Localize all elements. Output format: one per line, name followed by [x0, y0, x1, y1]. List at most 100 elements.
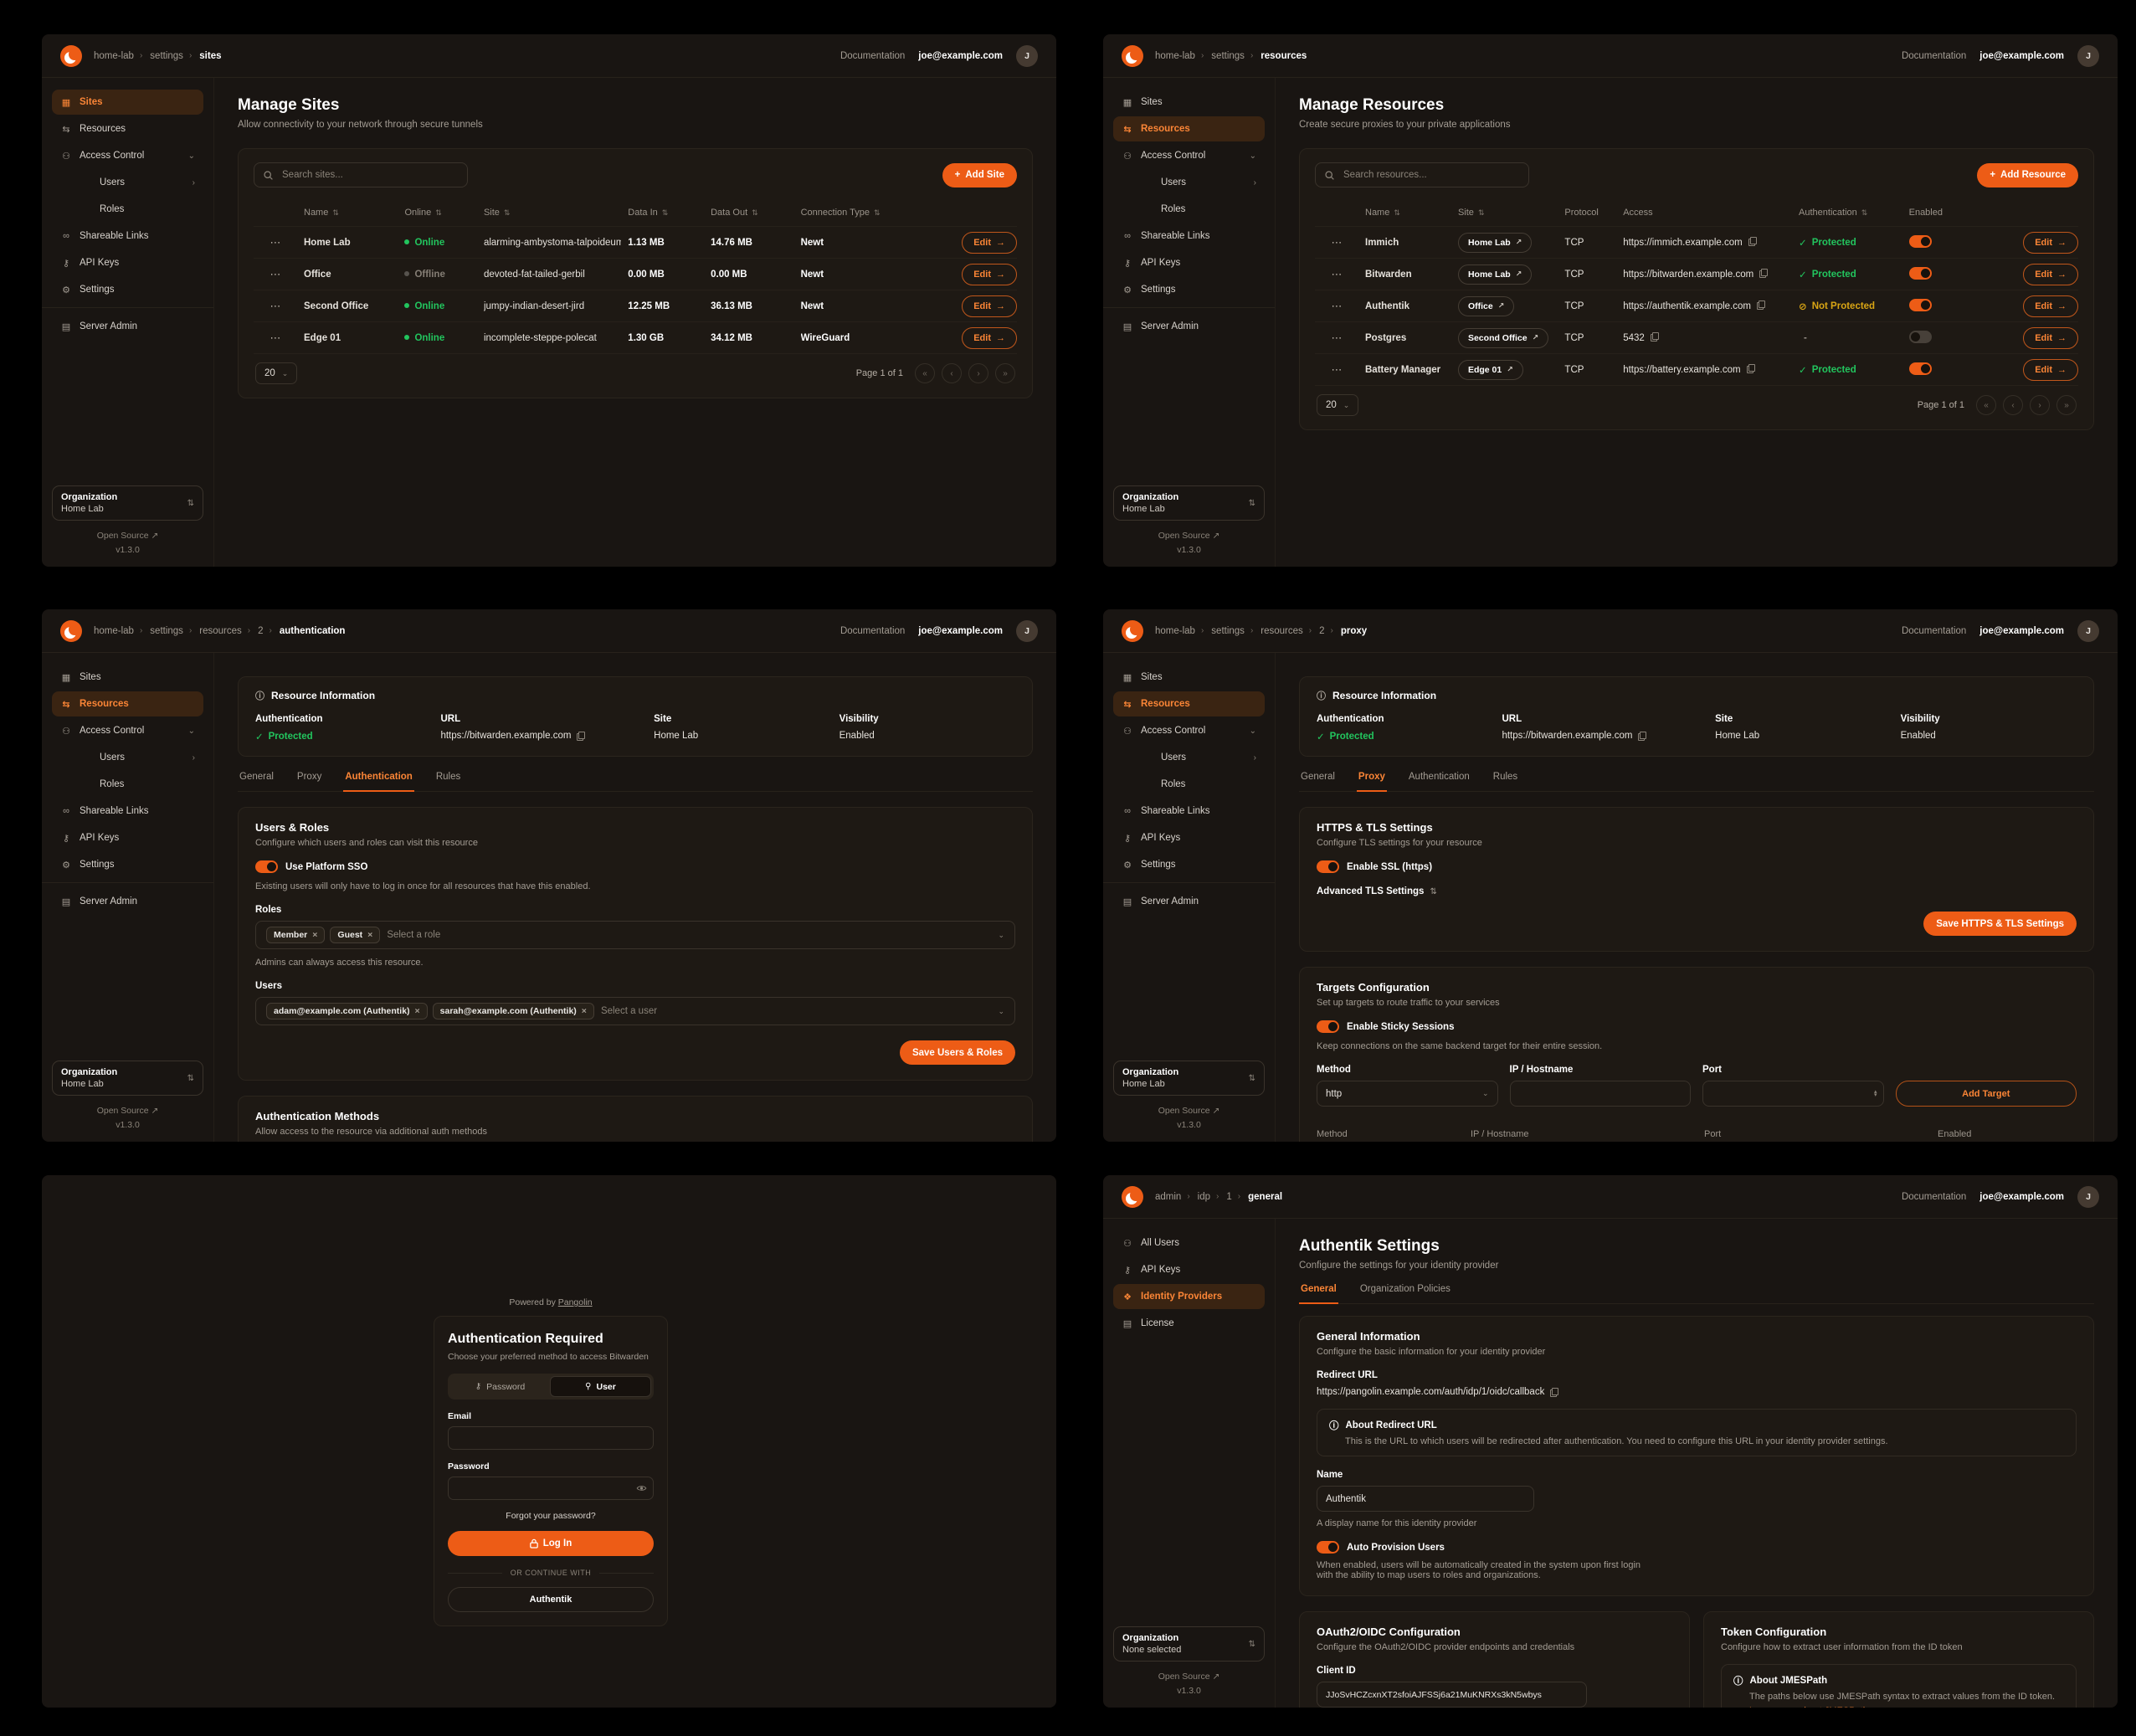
open-source-link[interactable]: Open Source ↗	[1158, 1672, 1220, 1682]
tab[interactable]: Organization Policies	[1359, 1284, 1451, 1294]
save-users-roles-button[interactable]: Save Users & Roles	[899, 1040, 1015, 1065]
edit-button[interactable]: Edit →	[962, 295, 1017, 317]
first-page-button[interactable]: «	[915, 363, 935, 383]
breadcrumb-item[interactable]: home-lab ›	[1155, 625, 1204, 636]
sort-icon[interactable]: ⇅	[503, 208, 511, 217]
breadcrumb-item[interactable]: resources›	[1261, 50, 1307, 61]
copy-icon[interactable]	[577, 731, 586, 741]
eye-icon[interactable]	[636, 1483, 647, 1494]
edit-button[interactable]: Edit →	[2023, 295, 2078, 317]
breadcrumb-item[interactable]: 2 ›	[258, 625, 272, 636]
breadcrumb-item[interactable]: admin ›	[1155, 1191, 1190, 1202]
sidebar-item[interactable]: ▦ Sites	[1113, 665, 1265, 690]
sidebar-item[interactable]: ⚷ API Keys	[52, 825, 203, 850]
sidebar-item[interactable]: ∞ Shareable Links	[1113, 223, 1265, 249]
tab-password[interactable]: ⚷ Password	[475, 1381, 526, 1392]
enabled-toggle[interactable]	[1908, 362, 1932, 375]
enabled-toggle[interactable]	[1908, 298, 1932, 311]
sidebar-item[interactable]: ⚇ Access Control ⌄	[52, 718, 203, 743]
breadcrumb-item[interactable]: settings ›	[150, 50, 193, 61]
add-target-button[interactable]: Add Target	[1895, 1081, 2077, 1107]
copy-icon[interactable]	[1756, 300, 1765, 310]
platform-sso-toggle[interactable]	[255, 860, 278, 873]
user-email[interactable]: joe@example.com	[918, 625, 1003, 636]
page-size-select[interactable]: 20 ⌄	[1317, 394, 1359, 416]
site-pill[interactable]: Second Office ↗	[1457, 327, 1549, 348]
column-header[interactable]: Data Out ⇅	[711, 208, 758, 218]
user-email[interactable]: joe@example.com	[1979, 625, 2064, 636]
tab-user[interactable]: ⚲ User	[550, 1376, 651, 1397]
sort-icon[interactable]: ⇅	[873, 208, 881, 217]
search-input[interactable]	[1315, 162, 1529, 187]
sidebar-item[interactable]: ⚷ API Keys	[1113, 825, 1265, 850]
documentation-link[interactable]: Documentation	[840, 625, 906, 636]
documentation-link[interactable]: Documentation	[840, 50, 906, 61]
avatar[interactable]: J	[2077, 619, 2099, 642]
enabled-toggle[interactable]	[1908, 266, 1932, 280]
breadcrumb-item[interactable]: 2 ›	[1319, 625, 1333, 636]
breadcrumb-item[interactable]: home-lab ›	[94, 625, 143, 636]
copy-icon[interactable]	[1759, 269, 1769, 278]
sidebar-item[interactable]: ⚇ All Users	[1113, 1230, 1265, 1256]
close-icon[interactable]: ×	[414, 1006, 420, 1016]
copy-icon[interactable]	[1746, 364, 1755, 373]
sidebar-item[interactable]: ▤ Server Admin	[42, 307, 213, 339]
prev-page-button[interactable]: ‹	[2003, 395, 2023, 415]
sidebar-item[interactable]: Users ›	[52, 170, 203, 195]
table-row[interactable]: ⋯ Home Lab Online alarming-ambystoma-tal…	[254, 226, 1017, 258]
sidebar-item[interactable]: ▤ License	[1113, 1311, 1265, 1336]
column-header[interactable]: Site ⇅	[1457, 208, 1485, 218]
column-header[interactable]: Name ⇅	[1365, 208, 1400, 218]
page-size-select[interactable]: 20 ⌄	[255, 362, 298, 384]
sticky-sessions-toggle[interactable]	[1317, 1020, 1339, 1033]
copy-icon[interactable]	[1650, 332, 1659, 342]
sidebar-item[interactable]: ⚙ Settings	[1113, 277, 1265, 302]
users-select[interactable]: adam@example.com (Authentik) × sarah@examp…	[255, 997, 1015, 1025]
sidebar-item[interactable]: ⇆ Resources	[52, 116, 203, 141]
edit-button[interactable]: Edit →	[2023, 231, 2078, 254]
tab[interactable]: Authentication	[343, 772, 414, 792]
method-select[interactable]: http ⌄	[1317, 1081, 1498, 1107]
documentation-link[interactable]: Documentation	[1901, 625, 1967, 636]
role-pill[interactable]: Guest ×	[330, 927, 381, 943]
column-header[interactable]: Authentication ⇅	[1799, 208, 1868, 218]
row-menu-button[interactable]: ⋯	[1315, 235, 1358, 250]
user-pill[interactable]: adam@example.com (Authentik) ×	[266, 1003, 428, 1020]
column-header[interactable]: Protocol	[1564, 208, 1599, 218]
site-pill[interactable]: Office ↗	[1457, 295, 1515, 316]
next-page-button[interactable]: ›	[968, 363, 988, 383]
sort-icon[interactable]: ⇅	[661, 208, 669, 217]
breadcrumb-item[interactable]: settings ›	[1211, 50, 1254, 61]
forgot-password-link[interactable]: Forgot your password?	[506, 1511, 596, 1521]
breadcrumb-item[interactable]: settings ›	[150, 625, 193, 636]
column-header[interactable]: Online ⇅	[404, 208, 442, 218]
tab[interactable]: General	[1301, 772, 1335, 782]
stepper-icon[interactable]: ▴ ▾	[1873, 1088, 1877, 1098]
table-row[interactable]: ⋯ Authentik Office ↗ TCP https://authenti…	[1315, 290, 2078, 321]
add-site-button[interactable]: + Add Site	[942, 162, 1017, 187]
table-row[interactable]: ⋯ Office Offline devoted-fat-tailed-gerb…	[254, 258, 1017, 290]
table-row[interactable]: ⋯ Second Office Online jumpy-indian-dese…	[254, 290, 1017, 321]
documentation-link[interactable]: Documentation	[1901, 1191, 1967, 1202]
close-icon[interactable]: ×	[312, 930, 318, 940]
breadcrumb-item[interactable]: home-lab ›	[94, 50, 143, 61]
copy-icon[interactable]	[1748, 237, 1757, 246]
auto-provision-toggle[interactable]	[1317, 1541, 1339, 1554]
organization-picker[interactable]: Organization None selected ⇅	[1113, 1626, 1265, 1662]
sidebar-item[interactable]: ⚷ API Keys	[1113, 250, 1265, 275]
sidebar-item[interactable]: ⚙ Settings	[52, 852, 203, 877]
edit-button[interactable]: Edit →	[962, 263, 1017, 285]
avatar[interactable]: J	[2077, 44, 2099, 67]
row-menu-button[interactable]: ⋯	[254, 267, 297, 282]
table-row[interactable]: ⋯ Postgres Second Office ↗ TCP 5432 - Edi…	[1315, 321, 2078, 353]
last-page-button[interactable]: »	[995, 363, 1015, 383]
column-header[interactable]: Access	[1623, 208, 1653, 218]
avatar[interactable]: J	[1016, 619, 1038, 642]
tab[interactable]: Proxy	[1356, 772, 1387, 792]
documentation-link[interactable]: Documentation	[1901, 50, 1967, 61]
table-row[interactable]: ⋯ Bitwarden Home Lab ↗ TCP https://bitwar…	[1315, 258, 2078, 290]
column-header[interactable]: Site ⇅	[483, 208, 511, 218]
sidebar-item[interactable]: ⇆ Resources	[1113, 116, 1265, 141]
jmespath-learn-link[interactable]: Learn more about JMESPath ↗	[1733, 1705, 2064, 1708]
open-source-link[interactable]: Open Source ↗	[96, 531, 159, 541]
